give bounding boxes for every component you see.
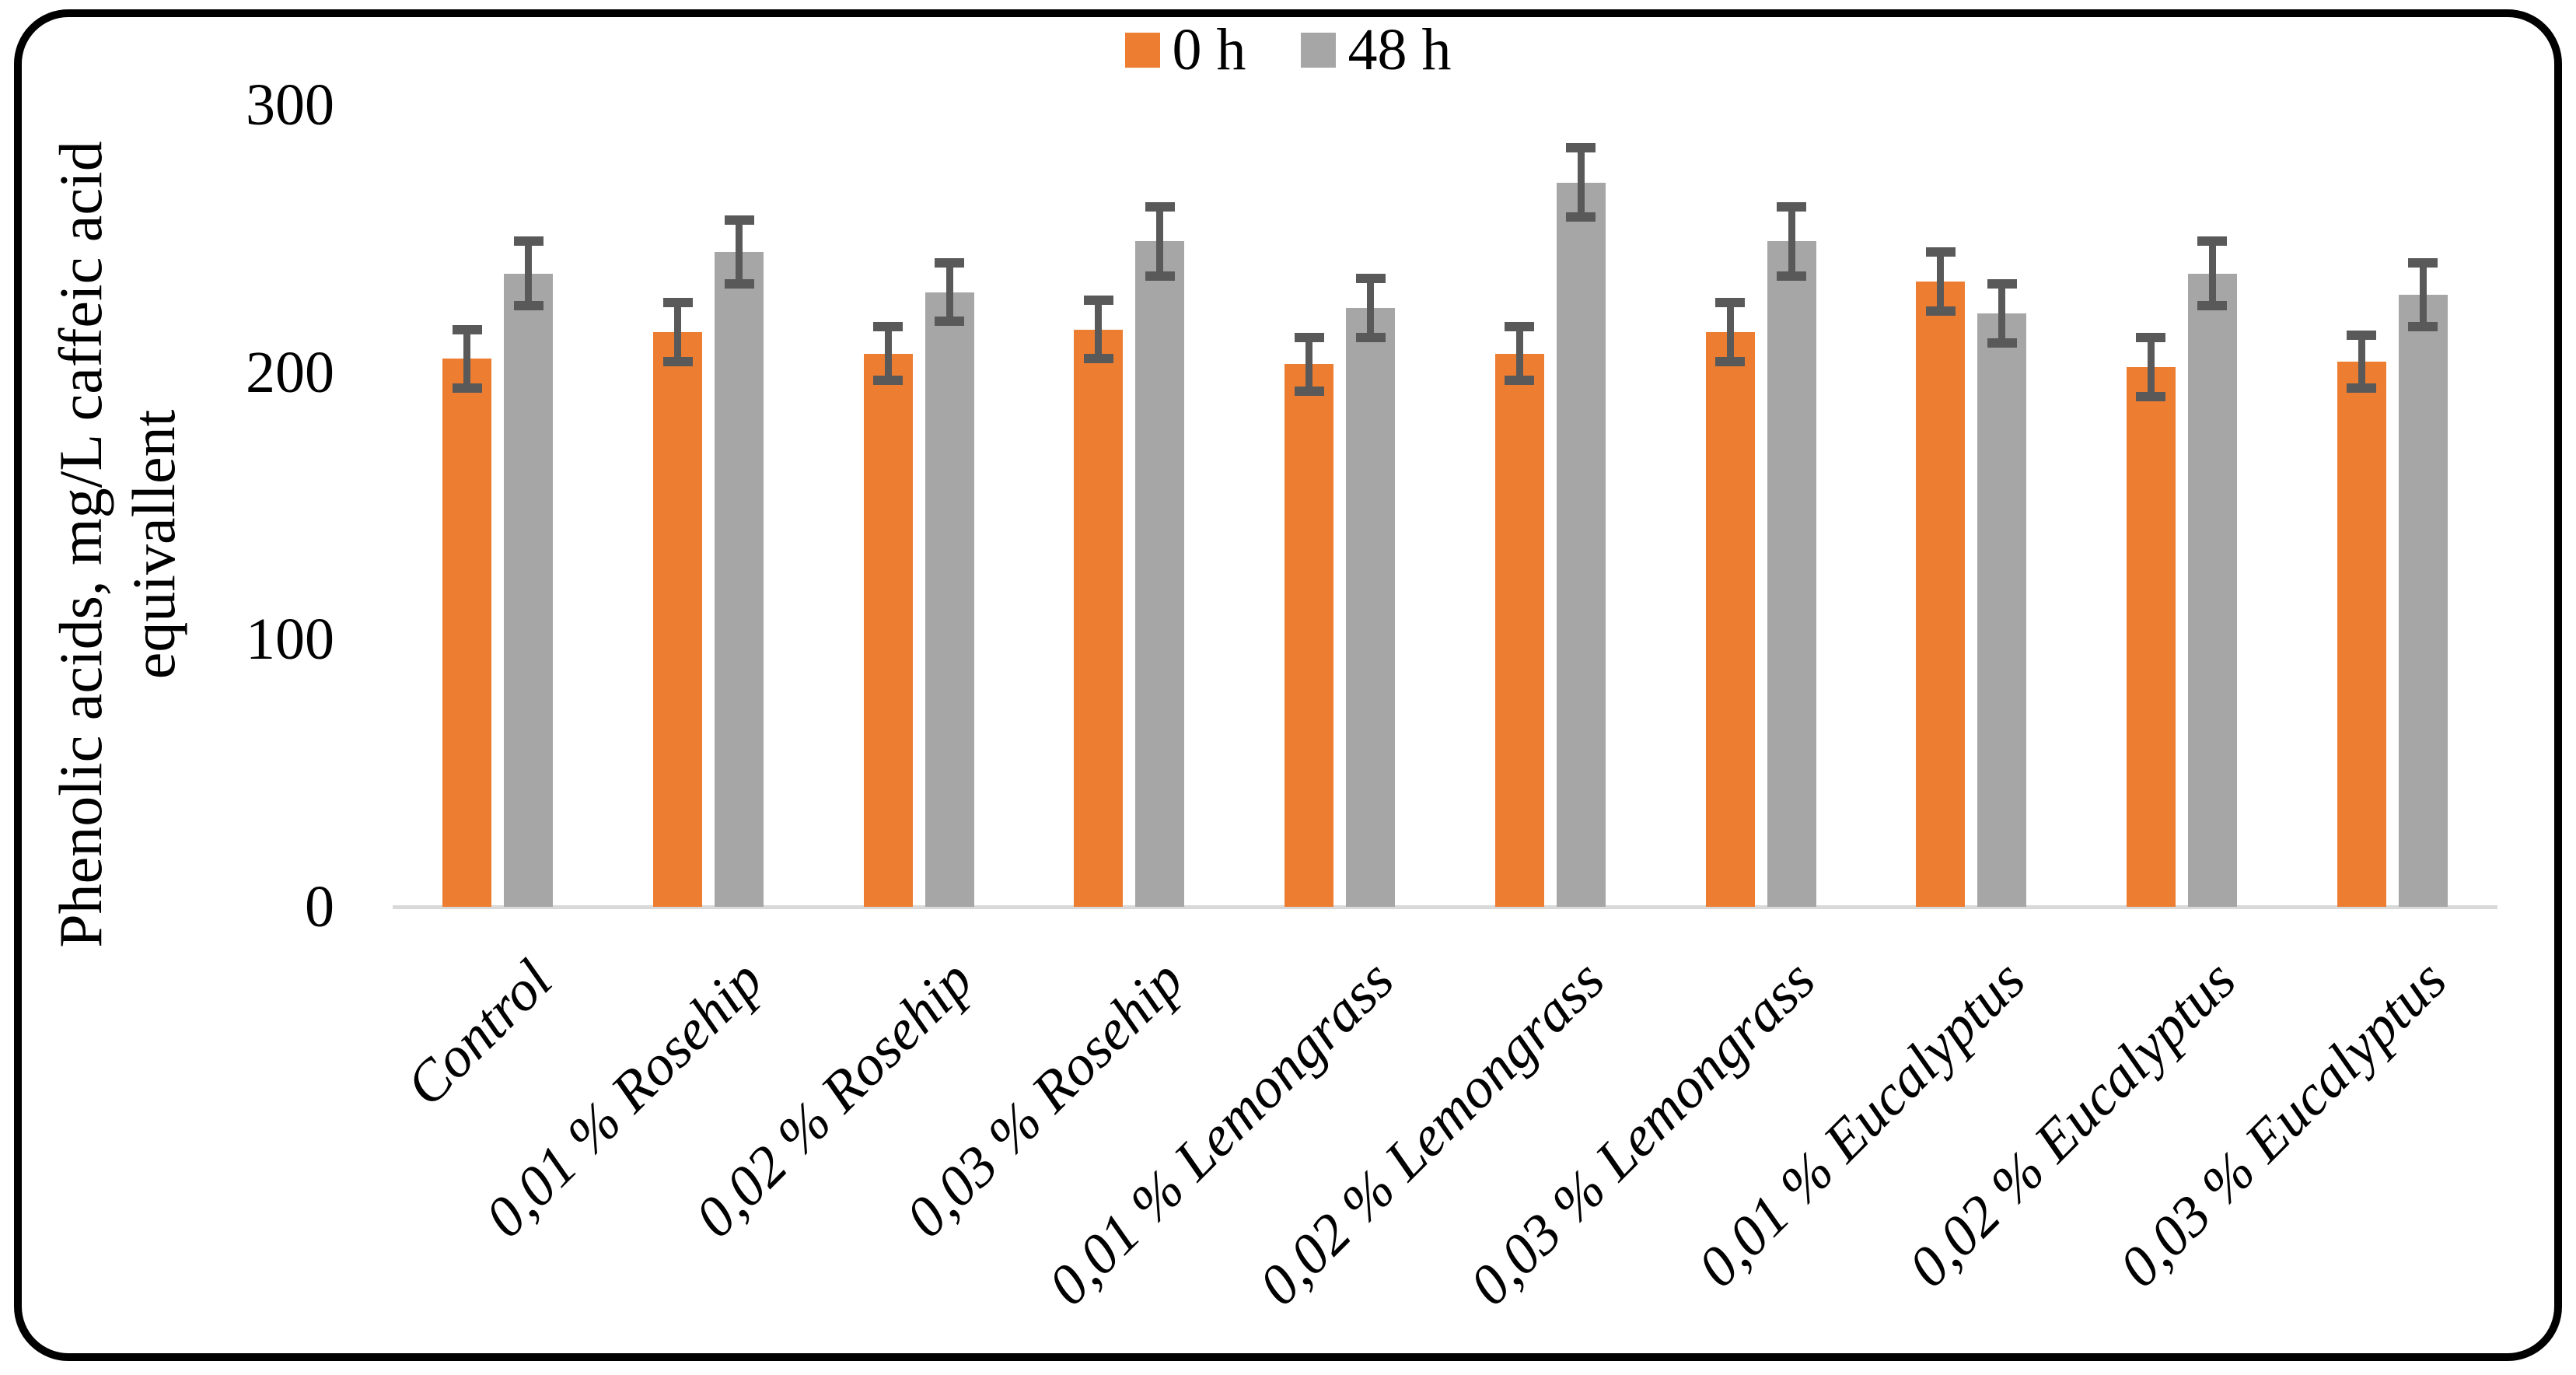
legend: 0 h 48 h [0,20,2576,79]
error-bar-stem [2208,241,2216,306]
error-bar-stem [884,327,892,380]
error-bar-cap-top [935,257,965,268]
error-bar-cap-bottom [1294,386,1324,396]
bar-0h-5 [1285,364,1334,907]
error-bar-cap-bottom [452,383,482,394]
error-bar-cap-top [662,298,693,308]
y-axis-tick-label: 100 [246,607,334,673]
error-bar-cap-bottom [1987,338,2017,348]
error-bar-cap-bottom [1777,271,1807,281]
y-axis-tick-label: 0 [305,874,334,939]
legend-swatch-icon [1300,32,1336,68]
error-bar-cap-bottom [2347,383,2377,394]
error-bar-cap-top [724,215,754,225]
error-bar-cap-top [1715,298,1746,308]
bar-0h-9 [2126,366,2176,907]
bar-48h-9 [2187,273,2237,907]
error-bar-cap-top [1505,322,1535,332]
error-bar-cap-top [1145,201,1175,212]
error-bar-cap-top [1925,247,1956,257]
error-bar-cap-bottom [873,375,904,385]
legend-swatch-icon [1124,32,1160,68]
error-bar-cap-bottom [513,300,544,310]
bar-0h-8 [1916,281,1966,907]
error-bar-cap-bottom [935,317,965,327]
error-bar-stem [2419,262,2427,327]
error-bar-cap-top [513,236,544,247]
error-bar-cap-top [1083,295,1113,305]
error-bar-cap-bottom [1083,354,1113,364]
bar-48h-10 [2398,295,2448,907]
error-bar-stem [525,241,533,306]
bar-0h-3 [863,353,913,907]
bar-48h-5 [1346,308,1396,907]
y-axis-tick-label: 300 [246,72,334,138]
bar-0h-10 [2337,361,2386,907]
error-bar-cap-top [1294,332,1324,342]
error-bar-cap-bottom [724,279,754,289]
error-bar-stem [1515,327,1523,380]
error-bar-stem [2147,337,2155,397]
error-bar-stem [674,303,682,362]
bar-48h-3 [924,292,974,907]
x-axis-label: Control [393,948,564,1119]
error-bar-cap-top [2408,257,2438,268]
bar-48h-6 [1556,182,1606,907]
error-bar-cap-bottom [1566,212,1596,222]
error-bar-cap-bottom [2197,300,2228,310]
error-bar-stem [1156,206,1164,276]
error-bar-cap-top [1566,142,1596,152]
y-axis-tick-label: 200 [246,339,334,405]
x-axis-line [393,905,2497,909]
error-bar-cap-top [2136,332,2166,342]
bar-0h-6 [1494,353,1544,907]
error-bar-cap-top [1987,279,2017,289]
error-bar-stem [463,329,471,389]
error-bar-cap-bottom [1355,332,1386,342]
error-bar-cap-bottom [1505,375,1535,385]
error-bar-stem [1577,147,1585,218]
error-bar-stem [736,219,743,285]
bar-0h-2 [653,332,703,907]
bar-48h-8 [1977,313,2027,907]
error-bar-stem [1305,337,1313,391]
error-bar-cap-top [1777,201,1807,212]
error-bar-cap-top [452,324,482,334]
error-bar-stem [1095,299,1103,359]
legend-item-48h: 48 h [1300,17,1452,82]
error-bar-cap-bottom [1145,271,1175,281]
bar-48h-7 [1767,241,1816,907]
error-bar-cap-bottom [1715,356,1746,366]
bar-48h-2 [715,252,764,907]
bar-0h-4 [1074,329,1124,907]
bar-48h-1 [504,273,554,907]
legend-label: 48 h [1347,17,1452,82]
error-bar-stem [1937,252,1945,311]
error-bar-cap-top [1355,274,1386,284]
figure-border [14,9,2562,1361]
error-bar-stem [2358,334,2365,389]
error-bar-stem [1788,206,1795,276]
error-bar-cap-bottom [2136,391,2166,401]
error-bar-cap-bottom [2408,322,2438,332]
error-bar-cap-bottom [1925,306,1956,316]
bar-48h-4 [1135,241,1185,907]
error-bar-cap-top [2347,330,2377,340]
error-bar-cap-top [2197,236,2228,247]
error-bar-stem [1367,278,1375,338]
error-bar-cap-bottom [662,356,693,366]
legend-label: 0 h [1172,17,1246,82]
error-bar-stem [1726,303,1734,362]
legend-item-0h: 0 h [1124,17,1246,82]
error-bar-stem [1998,284,2006,343]
error-bar-stem [945,262,953,322]
error-bar-cap-top [873,322,904,332]
bar-0h-7 [1705,332,1755,907]
bar-0h-1 [442,359,492,907]
